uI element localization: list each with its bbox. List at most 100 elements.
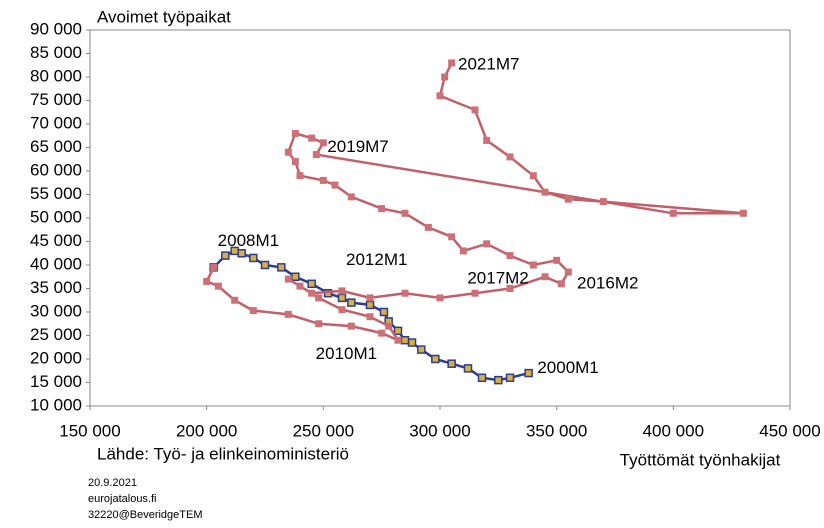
point [249,253,258,263]
point [483,136,491,144]
point [448,59,456,67]
annotation: 2016M2 [577,273,638,292]
annotation: 2017M2 [467,269,528,288]
point [277,263,286,272]
annotation: 2012M1 [346,250,407,269]
point [541,188,549,196]
y-tick-label: 70 000 [30,113,82,132]
point [337,293,347,303]
y-tick-label: 40 000 [30,254,82,273]
point [260,260,270,270]
source: Lähde: Työ- ja elinkeinoministeriö [97,444,349,463]
y-tick-label: 60 000 [30,160,82,179]
point [541,273,549,281]
point [366,294,374,302]
x-tick-label: 300 000 [409,421,470,440]
x-axis-label: Työttömät työnhakijat [620,450,781,469]
point [366,313,374,321]
point [477,373,487,383]
annotation: 2008M1 [218,231,279,250]
point [436,92,444,100]
point [308,134,316,142]
annotation: 2021M7 [458,55,519,74]
point [599,198,607,206]
plot-area [89,29,791,407]
y-tick-label: 20 000 [30,348,82,367]
point [308,289,316,297]
point [424,223,432,231]
y-tick-label: 65 000 [30,137,82,156]
x-tick-label: 400 000 [643,421,704,440]
x-tick-label: 150 000 [59,421,120,440]
point [394,336,402,344]
point [296,282,304,290]
annotation: 2019M7 [327,137,388,156]
point [307,279,316,289]
point [459,247,467,255]
point [319,176,327,184]
point [417,345,426,354]
annotation: 2010M1 [316,344,377,363]
point [401,289,409,297]
point [284,310,292,318]
y-tick-label: 30 000 [30,301,82,320]
point [365,300,375,310]
y-tick-label: 55 000 [30,184,82,203]
point [347,193,355,201]
x-tick-label: 350 000 [526,421,587,440]
y-tick-label: 80 000 [30,66,82,85]
point [331,181,339,189]
point [284,148,292,156]
point [529,261,537,269]
footer: 32220@BeveridgeTEM [88,509,203,521]
point [296,172,304,180]
point [529,172,537,180]
point [441,73,449,81]
point [203,277,211,285]
point [553,256,561,264]
x-tick-label: 200 000 [176,421,237,440]
point [379,307,389,317]
y-tick-label: 85 000 [30,43,82,62]
point [237,249,246,258]
point [669,209,677,217]
y-tick-label: 25 000 [30,325,82,344]
point [231,296,239,304]
point [436,294,444,302]
y-tick-label: 10 000 [30,395,82,414]
point [447,359,456,368]
y-tick-label: 75 000 [30,90,82,109]
point [407,338,417,347]
point [739,209,747,217]
point [431,354,440,364]
point [401,209,409,217]
point [463,364,473,373]
point [338,306,346,314]
point [312,151,320,159]
point [494,375,503,385]
point [564,268,572,276]
point [483,240,491,248]
point [506,153,514,161]
point [315,320,323,328]
y-tick-label: 15 000 [30,372,82,391]
point [338,287,346,295]
point [291,129,299,137]
point [471,106,479,114]
point [284,275,292,283]
point [557,280,565,288]
y-axis-label: Avoimet työpaikat [97,7,231,26]
series-line [204,62,744,344]
footer: eurojatalous.fi [88,493,157,505]
footer: 20.9.2021 [88,477,137,489]
annotation: 2000M1 [537,358,598,377]
x-tick-label: 250 000 [293,421,354,440]
point [319,139,327,147]
point [400,335,410,345]
point [221,251,230,260]
point [210,263,218,271]
point [347,298,356,307]
point [378,329,386,337]
point [506,285,514,292]
